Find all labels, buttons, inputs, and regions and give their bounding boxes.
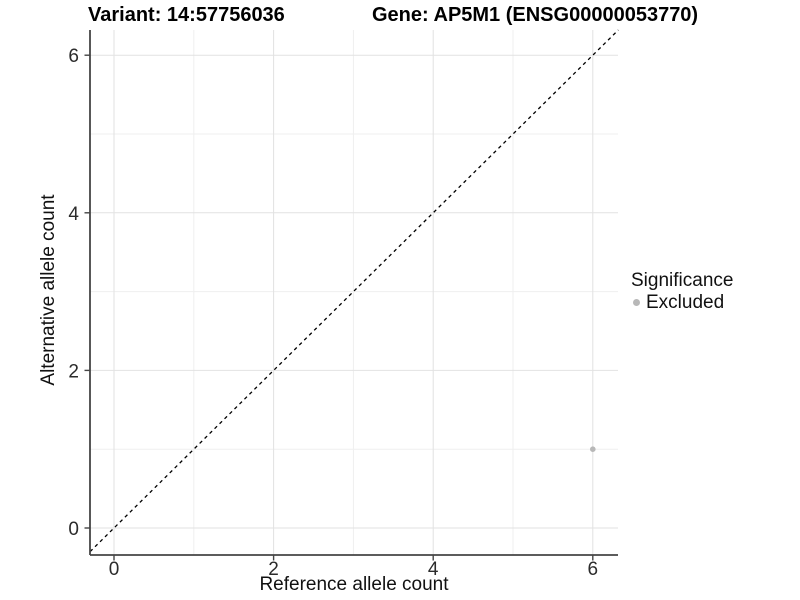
x-tick-label: 4 [428,559,439,580]
x-tick-label: 2 [268,559,279,580]
y-tick-label: 6 [68,46,79,67]
excluded-dot-icon [633,299,640,306]
plot-title-gene: Gene: AP5M1 (ENSG00000053770) [372,4,699,26]
y-tick-label: 2 [68,361,79,382]
y-tick-label: 0 [68,519,79,540]
identity-dashed-line [89,29,619,553]
x-tick-label: 6 [588,559,599,580]
plot-title-variant: Variant: 14:57756036 [88,4,285,26]
legend: Significance Excluded [631,270,733,313]
data-point-excluded [590,446,596,453]
x-axis-title: Reference allele count [259,574,449,595]
x-tick-label: 0 [109,559,120,580]
y-axis-title: Alternative allele count [38,194,59,386]
legend-title: Significance [631,270,734,291]
legend-entry-excluded: Excluded [631,292,733,313]
legend-entry-label: Excluded [646,292,725,313]
y-tick-label: 4 [68,204,79,225]
